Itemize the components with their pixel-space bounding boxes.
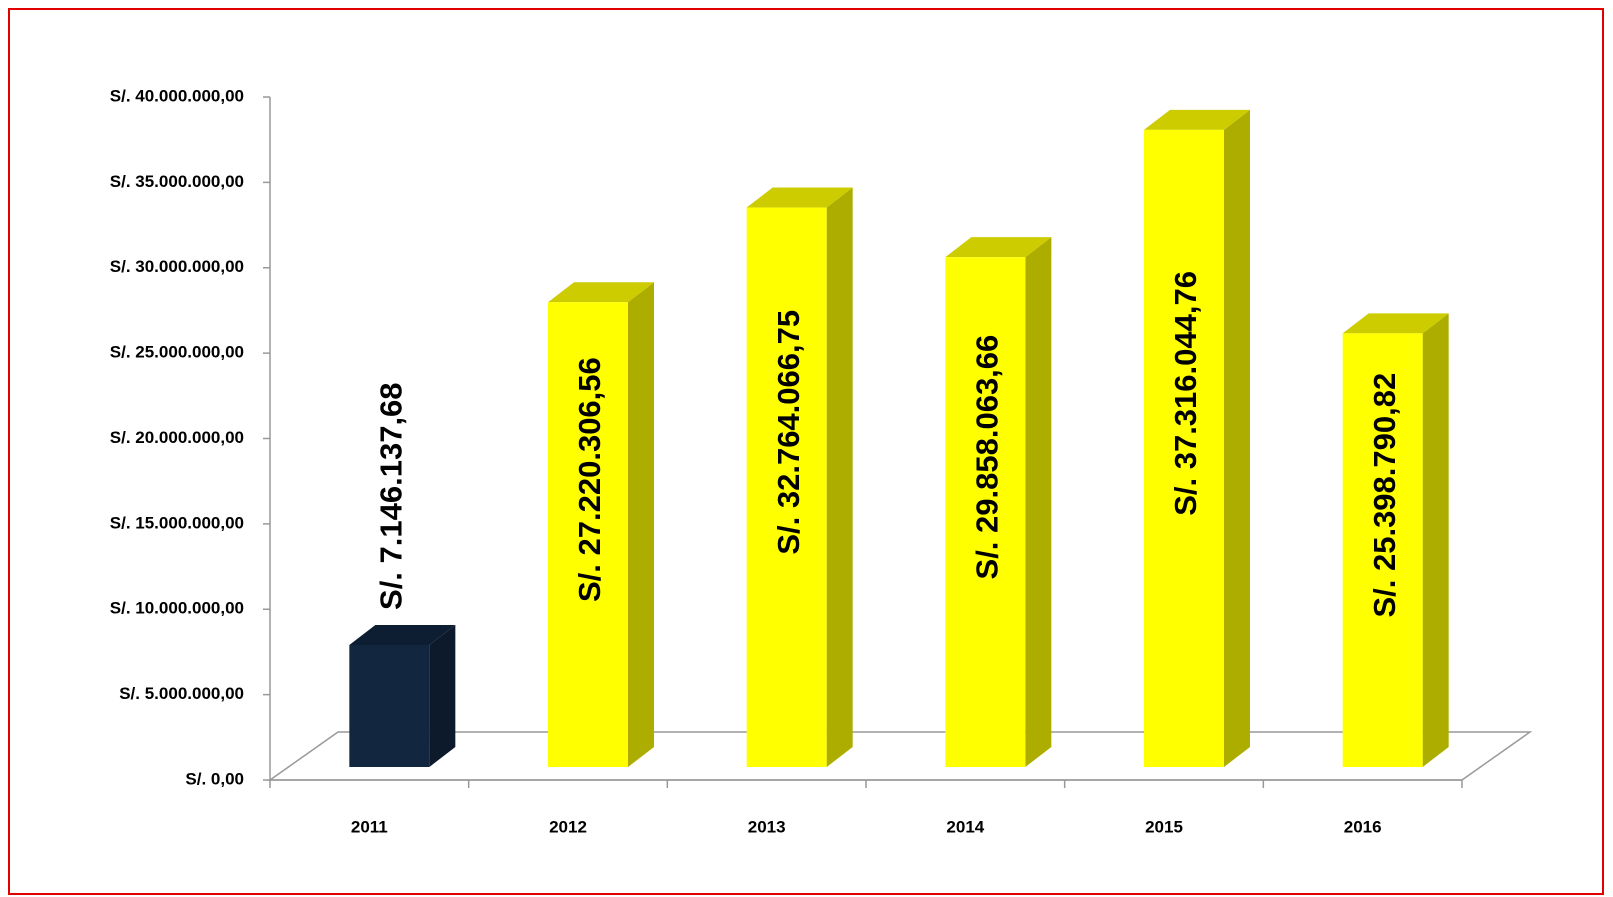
y-tick-label: S/. 15.000.000,00 bbox=[110, 513, 244, 532]
bar bbox=[349, 644, 430, 767]
bar-top bbox=[349, 624, 456, 645]
bar bbox=[945, 257, 1026, 767]
value-label: S/. 32.764.066,75 bbox=[771, 310, 806, 555]
bar-side bbox=[628, 282, 654, 767]
y-tick-label: S/. 5.000.000,00 bbox=[119, 684, 244, 703]
bar bbox=[548, 302, 628, 767]
value-label: S/. 29.858.063,66 bbox=[970, 335, 1005, 580]
bar-side bbox=[429, 624, 456, 767]
floor bbox=[267, 731, 1533, 781]
bar-side bbox=[1025, 237, 1052, 767]
value-label: S/. 25.398.790,82 bbox=[1367, 373, 1402, 618]
x-tick-label: 2016 bbox=[1344, 817, 1382, 836]
bar-side bbox=[826, 187, 853, 767]
bar-side bbox=[1224, 109, 1250, 767]
bar bbox=[746, 207, 827, 767]
bar-side bbox=[1422, 313, 1449, 767]
y-tick-label: S/. 40.000.000,00 bbox=[110, 86, 244, 105]
y-tick-label: S/. 25.000.000,00 bbox=[110, 343, 244, 362]
y-tick-label: S/. 0,00 bbox=[185, 769, 244, 788]
value-label: S/. 27.220.306,56 bbox=[572, 357, 607, 602]
x-tick-label: 2012 bbox=[549, 817, 587, 836]
bar-top bbox=[1144, 109, 1250, 130]
frame bbox=[8, 8, 1604, 895]
y-tick-label: S/. 10.000.000,00 bbox=[110, 599, 244, 618]
y-tick-label: S/. 35.000.000,00 bbox=[110, 172, 244, 191]
bar bbox=[1342, 333, 1423, 767]
value-label: S/. 7.146.137,68 bbox=[374, 382, 409, 610]
bar-top bbox=[746, 187, 853, 208]
y-tick-label: S/. 20.000.000,00 bbox=[110, 428, 244, 447]
x-tick-label: 2015 bbox=[1145, 817, 1183, 836]
value-label: S/. 37.316.044,76 bbox=[1168, 271, 1203, 516]
y-tick-label: S/. 30.000.000,00 bbox=[110, 257, 244, 276]
bar bbox=[1144, 129, 1224, 767]
bar-top bbox=[1342, 313, 1449, 334]
x-tick-label: 2013 bbox=[748, 817, 786, 836]
bar-top bbox=[945, 237, 1052, 258]
bar-top bbox=[548, 282, 654, 303]
x-tick-label: 2011 bbox=[351, 817, 388, 836]
x-tick-label: 2014 bbox=[946, 817, 984, 836]
